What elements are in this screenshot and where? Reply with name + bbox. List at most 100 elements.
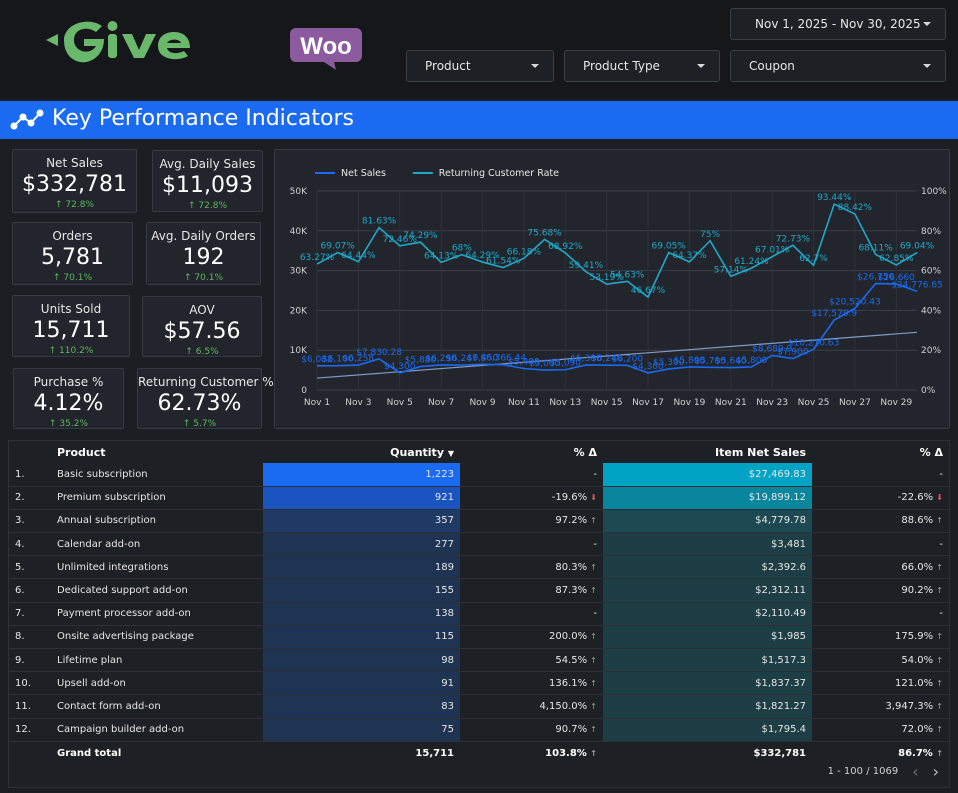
arrow-up-icon: ↑ <box>590 632 597 642</box>
prev-page-icon[interactable]: ‹ <box>912 762 919 781</box>
arrow-up-icon: ↑ <box>590 516 597 526</box>
net-sales-data-label: $6,450 <box>467 353 499 363</box>
net-sales-data-label: $6,366.44 <box>480 354 526 364</box>
returning-rate-data-label: 74.29% <box>403 231 438 241</box>
row-sales-change: 54.0% ↑ <box>812 648 949 673</box>
kpi-value: 62.73% <box>157 391 242 416</box>
kpi-label: AOV <box>189 303 215 317</box>
table-row[interactable]: 12. Campaign builder add-on 75 90.7% ↑ $1,79… <box>9 718 949 742</box>
row-product: Upsell add-on <box>51 671 263 696</box>
y-right-tick-label: 60% <box>921 267 941 277</box>
y-left-tick-label: 10K <box>290 346 308 356</box>
pagination-range: 1 - 100 / 1069 <box>827 766 899 777</box>
y-right-tick-label: 20% <box>921 346 941 356</box>
x-tick-label: Nov 13 <box>549 398 581 408</box>
net-sales-data-label: $6,082 <box>301 355 333 365</box>
x-tick-label: Nov 17 <box>632 398 664 408</box>
net-sales-data-label: $7,830.28 <box>356 348 402 358</box>
y-right-tick-label: 40% <box>921 306 941 316</box>
returning-rate-data-label: 75.68% <box>527 228 562 238</box>
row-item-net-sales: $4,779.78 <box>603 509 812 534</box>
date-range-filter[interactable]: Nov 1, 2025 - Nov 30, 2025 <box>730 8 946 40</box>
row-product: Contact form add-on <box>51 694 263 719</box>
table-row[interactable]: 1. Basic subscription 1,223- $27,469.83- <box>9 463 949 487</box>
net-sales-data-label: $26,750 <box>857 273 894 283</box>
table-row[interactable]: 3. Annual subscription 357 97.2% ↑ $4,779.78… <box>9 509 949 534</box>
table-row[interactable]: 8. Onsite advertising package 115 200.0% ↑ $… <box>9 625 949 650</box>
col-header-item-net-sales[interactable]: Item Net Sales <box>715 445 806 459</box>
row-qty-change: - <box>460 602 603 626</box>
date-range-label: Nov 1, 2025 - Nov 30, 2025 <box>755 17 921 31</box>
kpi-avg-daily-sales: Avg. Daily Sales $11,093 ↑ 72.8% <box>152 150 263 212</box>
kpi-value: $332,781 <box>22 172 127 197</box>
returning-rate-line <box>316 202 918 299</box>
table-row[interactable]: 10. Upsell add-on 91 136.1% ↑ $1,837.37 121.0… <box>9 671 949 696</box>
table-row[interactable]: 9. Lifetime plan 98 54.5% ↑ $1,517.3 54.0% ↑ <box>9 648 949 673</box>
row-item-net-sales: $1,985 <box>603 625 812 650</box>
returning-rate-data-label: 62.7% <box>799 254 828 264</box>
arrow-up-icon: ↑ <box>55 200 66 210</box>
row-index: 9. <box>9 648 51 673</box>
col-header-product[interactable]: Product <box>57 445 106 459</box>
returning-rate-data-label: 69.05% <box>652 242 687 252</box>
arrow-up-icon: ↑ <box>53 273 64 283</box>
table-row[interactable]: 5. Unlimited integrations 189 80.3% ↑ $2,392… <box>9 555 949 580</box>
table-row[interactable]: 2. Premium subscription 921 -19.6% ⬇ $19,899… <box>9 486 949 510</box>
kpi-label: Net Sales <box>46 156 103 170</box>
row-quantity: 83 <box>263 694 460 719</box>
kpi-delta: ↑ 110.2% <box>48 346 94 356</box>
kpi-avg-daily-orders: Avg. Daily Orders 192 ↑ 70.1% <box>146 222 261 285</box>
returning-rate-data-label: 57.14% <box>714 265 749 275</box>
kpi-net-sales: Net Sales $332,781 ↑ 72.8% <box>12 149 137 213</box>
sort-desc-icon: ▼ <box>447 448 454 458</box>
net-sales-data-label: $4,300 <box>384 362 416 372</box>
returning-rate-data-label: 64.44% <box>341 251 376 261</box>
trend-line <box>316 331 918 379</box>
product-filter[interactable]: Product <box>406 50 554 82</box>
row-sales-change: - <box>812 532 949 557</box>
returning-rate-data-label: 59.41% <box>569 261 604 271</box>
net-sales-data-label: $5,640 <box>715 357 747 367</box>
woo-logo-text: Woo <box>300 33 352 60</box>
row-item-net-sales: $2,312.11 <box>603 578 812 603</box>
col-header-quantity[interactable]: Quantity ▼ <box>390 445 454 459</box>
row-sales-change: - <box>812 463 949 487</box>
col-header-sales-change[interactable]: % Δ <box>919 445 943 459</box>
kpi-value: 5,781 <box>41 245 104 270</box>
table-row[interactable]: 7. Payment processor add-on 138- $2,110.49… <box>9 602 949 626</box>
returning-rate-data-label: 69.04% <box>900 242 935 252</box>
x-tick-label: Nov 29 <box>880 398 912 408</box>
x-tick-label: Nov 21 <box>715 398 747 408</box>
row-index: 7. <box>9 602 51 626</box>
x-tick-label: Nov 11 <box>508 398 540 408</box>
row-item-net-sales: $19,899.12 <box>603 486 812 510</box>
next-page-icon[interactable]: › <box>932 762 939 781</box>
chevron-down-icon <box>923 22 931 26</box>
net-sales-data-label: $6,200 <box>612 354 644 364</box>
arrow-down-icon: ⬇ <box>590 493 597 503</box>
row-qty-change: 97.2% ↑ <box>460 509 603 534</box>
table-row[interactable]: 4. Calendar add-on 277- $3,481- <box>9 532 949 557</box>
grand-total-sales: $332,781 <box>753 747 806 759</box>
give-logo <box>46 21 190 63</box>
x-tick-label: Nov 25 <box>798 398 830 408</box>
row-qty-change: 200.0% ↑ <box>460 625 603 650</box>
net-sales-data-label: $10,210.63 <box>788 338 840 348</box>
returning-rate-data-label: 88.42% <box>838 203 873 213</box>
returning-rate-data-label: 63.27% <box>300 253 335 263</box>
arrow-up-icon: ↑ <box>936 655 943 665</box>
row-index: 3. <box>9 509 51 534</box>
grand-total-qty: 15,711 <box>415 747 454 759</box>
grand-total-row: Grand total 15,711 103.8% ↑ $332,781 86.… <box>9 741 949 764</box>
col-header-qty-change[interactable]: % Δ <box>573 445 597 459</box>
net-sales-data-label: $5,880 <box>405 356 437 366</box>
coupon-filter[interactable]: Coupon <box>730 50 946 82</box>
kpi-delta: ↑ 70.1% <box>184 273 223 283</box>
kpi-label: Purchase % <box>33 375 104 389</box>
row-quantity: 189 <box>263 555 460 580</box>
table-row[interactable]: 11. Contact form add-on 83 4,150.0% ↑ $1,821… <box>9 694 949 719</box>
y-left-tick-label: 30K <box>290 267 308 277</box>
table-row[interactable]: 6. Dedicated support add-on 155 87.3% ↑ $2,3… <box>9 578 949 603</box>
row-product: Payment processor add-on <box>51 602 263 626</box>
product-type-filter[interactable]: Product Type <box>564 50 720 82</box>
